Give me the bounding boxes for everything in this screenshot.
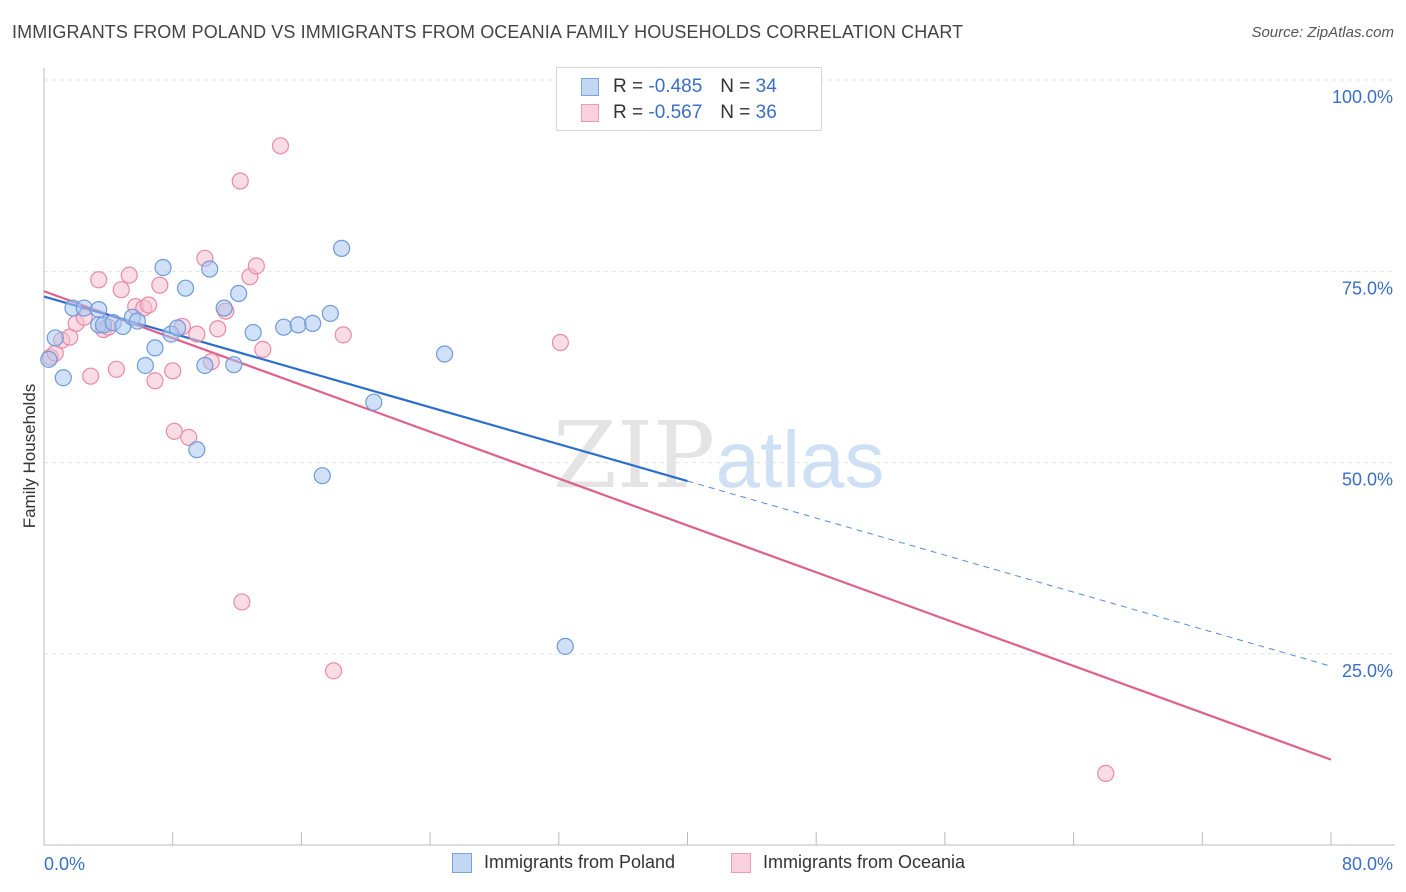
oceania-trend-line: [43, 290, 1332, 761]
oceania-point: [254, 340, 272, 358]
poland-point: [75, 299, 93, 317]
trend-lines: [43, 290, 1332, 761]
poland-point: [321, 304, 339, 323]
oceania-swatch: [731, 852, 751, 873]
correlation-legend: R = -0.485 N = 34 R = -0.567 N = 36: [556, 67, 822, 131]
oceania-point: [165, 422, 183, 440]
data-points: [40, 137, 1115, 782]
y-tick-label: 75.0%: [1342, 278, 1393, 298]
legend-label: Immigrants from Poland: [484, 852, 676, 872]
oceania-point: [120, 266, 138, 284]
legend-label: Immigrants from Oceania: [763, 852, 966, 872]
poland-swatch: [581, 78, 599, 96]
poland-point: [176, 279, 195, 297]
chart-title: IMMIGRANTS FROM POLAND VS IMMIGRANTS FRO…: [12, 22, 964, 42]
r-value: -0.485: [648, 76, 703, 97]
legend-row-poland: R = -0.485 N = 34: [581, 75, 777, 99]
poland-point: [40, 350, 58, 368]
r-value: -0.567: [648, 102, 703, 123]
oceania-point: [334, 326, 352, 344]
y-tick-labels: 25.0% 50.0% 75.0% 100.0%: [1332, 87, 1393, 681]
poland-trend-line: [43, 295, 688, 483]
poland-point: [168, 319, 187, 337]
watermark: ZIP atlas: [553, 402, 885, 509]
oceania-point: [324, 662, 343, 680]
oceania-point: [112, 281, 130, 299]
oceania-point: [82, 367, 100, 385]
poland-point: [90, 301, 108, 319]
poland-point: [225, 356, 243, 374]
oceania-point: [1097, 764, 1115, 782]
x-tick-label: 0.0%: [44, 854, 85, 874]
poland-point: [146, 339, 164, 357]
n-value: 36: [755, 102, 777, 123]
series-legend: Immigrants from Poland Immigrants from O…: [0, 852, 1406, 878]
y-tick-label: 50.0%: [1342, 470, 1393, 490]
poland-point: [365, 393, 383, 411]
n-label: N =: [720, 76, 751, 97]
poland-point: [46, 329, 64, 347]
y-tick-label: 100.0%: [1332, 87, 1393, 107]
poland-point: [304, 314, 322, 332]
watermark-atlas: atlas: [716, 415, 885, 504]
poland-point: [215, 299, 233, 317]
legend-row-oceania: R = -0.567 N = 36: [581, 101, 777, 125]
poland-point: [556, 637, 574, 655]
x-tick-labels: 0.0% 80.0%: [44, 854, 1393, 874]
poland-point: [196, 356, 214, 375]
poland-point: [333, 239, 351, 257]
poland-point: [313, 467, 331, 485]
poland-point: [435, 345, 454, 363]
oceania-point: [146, 372, 164, 390]
oceania-point: [209, 320, 227, 338]
oceania-point: [231, 172, 249, 190]
oceania-point: [139, 296, 158, 314]
oceania-point: [164, 362, 182, 380]
source-label: Source: ZipAtlas.com: [1251, 24, 1394, 41]
n-value: 34: [755, 76, 777, 97]
poland-swatch: [452, 852, 472, 873]
poland-point: [188, 441, 206, 459]
axes: [43, 68, 1395, 846]
oceania-point: [107, 360, 125, 378]
oceania-point: [551, 333, 570, 352]
poland-point: [128, 312, 146, 330]
poland-trend-extension: [687, 480, 1332, 667]
r-label: R =: [613, 102, 644, 123]
poland-point: [54, 369, 72, 387]
n-label: N =: [720, 102, 751, 123]
poland-point: [289, 316, 307, 334]
r-label: R =: [613, 76, 644, 97]
oceania-swatch: [581, 104, 599, 122]
poland-point: [154, 258, 172, 277]
poland-point: [230, 284, 248, 303]
poland-point: [201, 260, 219, 278]
y-tick-label: 25.0%: [1342, 661, 1393, 681]
poland-point: [244, 323, 262, 342]
grid-lines: [44, 79, 1395, 655]
x-tick-label: 80.0%: [1342, 854, 1393, 874]
oceania-point: [271, 137, 290, 155]
poland-point: [136, 356, 154, 375]
oceania-point: [180, 428, 198, 447]
watermark-zip: ZIP: [553, 402, 715, 509]
poland-point: [275, 318, 293, 336]
oceania-point: [247, 257, 265, 275]
oceania-point: [233, 593, 251, 611]
oceania-point: [151, 276, 169, 294]
legend-item-oceania: Immigrants from Oceania: [731, 852, 965, 873]
oceania-point: [90, 271, 108, 289]
legend-item-poland: Immigrants from Poland: [452, 852, 675, 873]
oceania-point: [188, 325, 206, 343]
